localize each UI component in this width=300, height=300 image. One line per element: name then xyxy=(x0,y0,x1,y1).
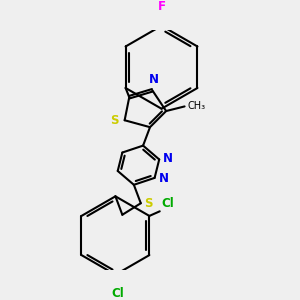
Text: F: F xyxy=(158,0,166,13)
Text: N: N xyxy=(148,73,158,86)
Text: S: S xyxy=(110,114,119,127)
Text: Cl: Cl xyxy=(111,287,124,300)
Text: N: N xyxy=(164,152,173,165)
Text: N: N xyxy=(159,172,169,185)
Text: Cl: Cl xyxy=(162,197,174,210)
Text: CH₃: CH₃ xyxy=(187,101,206,111)
Text: S: S xyxy=(145,197,153,210)
